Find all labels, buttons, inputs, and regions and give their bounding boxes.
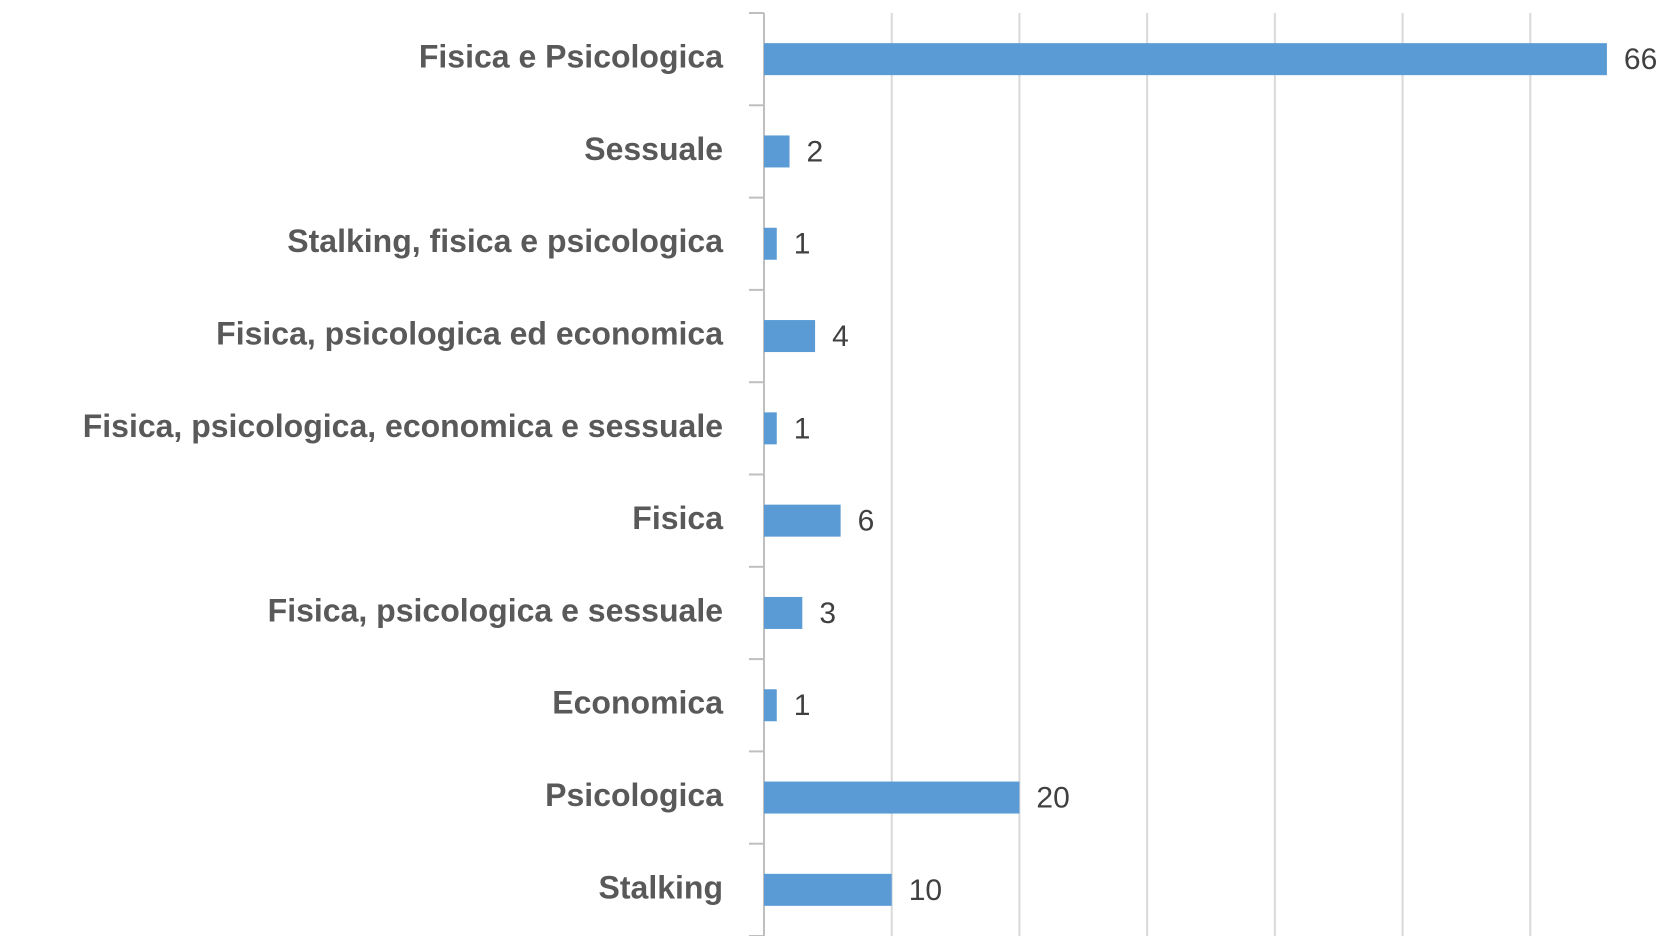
bar (764, 504, 841, 537)
y-tick-label: Fisica, psicologica e sessuale (268, 592, 723, 628)
y-tick-label: Sessuale (584, 131, 723, 167)
y-tick-label: Fisica (632, 500, 723, 536)
y-tick-label: Economica (552, 685, 723, 721)
value-label: 3 (819, 597, 836, 630)
value-label: 66 (1624, 43, 1657, 76)
y-tick-label: Psicologica (545, 777, 723, 813)
bar (764, 689, 777, 722)
value-label: 6 (858, 505, 875, 538)
value-label: 2 (807, 135, 824, 168)
y-tick-label: Fisica e Psicologica (419, 39, 723, 75)
bar (764, 320, 816, 353)
value-label: 1 (794, 228, 811, 261)
bar (764, 135, 790, 168)
bar (764, 227, 777, 260)
y-tick-label: Stalking, fisica e psicologica (287, 223, 723, 259)
bar (764, 596, 803, 629)
bar (764, 412, 777, 445)
value-label: 10 (909, 874, 942, 907)
value-label: 1 (794, 689, 811, 722)
y-tick-label: Fisica, psicologica ed economica (216, 316, 723, 352)
value-label: 1 (794, 412, 811, 445)
value-label: 4 (832, 320, 849, 353)
bar (764, 873, 892, 906)
bar (764, 43, 1607, 76)
bar (764, 781, 1020, 814)
value-label: 20 (1036, 781, 1069, 814)
y-tick-label: Stalking (599, 869, 723, 905)
y-tick-label: Fisica, psicologica, economica e sessual… (83, 408, 723, 444)
